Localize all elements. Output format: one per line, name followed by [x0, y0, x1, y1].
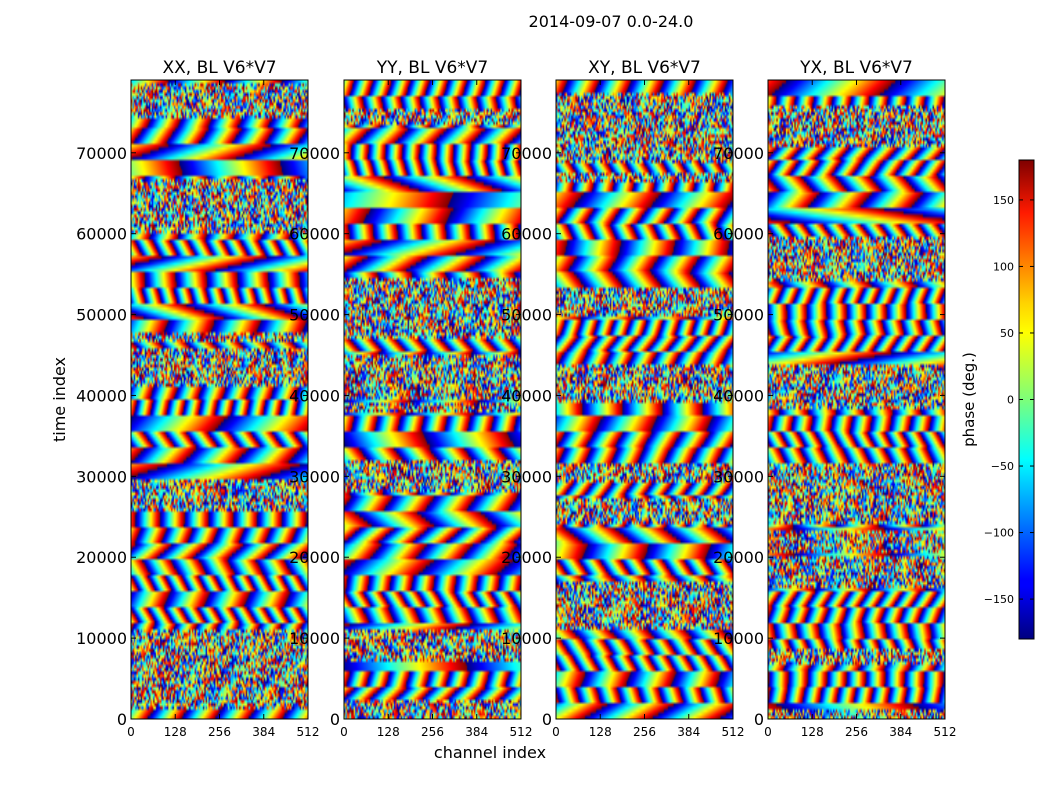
y-tick-label: 0 [754, 710, 764, 729]
panel-title: XX, BL V6*V7 [162, 58, 276, 78]
y-tick-label: 60000 [713, 225, 764, 244]
y-tick-label: 30000 [713, 467, 764, 486]
y-tick-label: 70000 [76, 144, 127, 163]
colorbar-tick-label: −50 [991, 460, 1014, 473]
y-tick-label: 40000 [76, 386, 127, 405]
y-tick-label: 60000 [501, 225, 552, 244]
panel-title: XY, BL V6*V7 [588, 58, 701, 78]
colorbar-tick-label: −150 [984, 593, 1014, 606]
y-tick-label: 50000 [76, 306, 127, 325]
x-tick-label: 256 [208, 725, 231, 739]
x-tick-label: 384 [677, 725, 700, 739]
y-tick-label: 50000 [713, 306, 764, 325]
x-tick-label: 0 [764, 725, 772, 739]
y-tick-label: 40000 [501, 386, 552, 405]
x-tick-label: 512 [722, 725, 745, 739]
panel-title: YY, BL V6*V7 [376, 58, 489, 78]
x-tick-label: 384 [252, 725, 275, 739]
x-tick-label: 512 [934, 725, 957, 739]
y-axis-label: time index [50, 357, 69, 442]
y-tick-label: 20000 [76, 548, 127, 567]
x-tick-label: 0 [340, 725, 348, 739]
heatmap-image [556, 80, 733, 719]
y-tick-label: 0 [542, 710, 552, 729]
y-tick-label: 40000 [289, 386, 340, 405]
y-tick-label: 20000 [501, 548, 552, 567]
colorbar-tick-label: 0 [1007, 394, 1014, 407]
x-tick-label: 128 [377, 725, 400, 739]
y-tick-label: 0 [330, 710, 340, 729]
y-tick-label: 20000 [289, 548, 340, 567]
colorbar-tick-label: 150 [993, 194, 1014, 207]
y-tick-label: 40000 [713, 386, 764, 405]
y-tick-label: 10000 [501, 629, 552, 648]
x-tick-label: 512 [297, 725, 320, 739]
y-tick-label: 70000 [289, 144, 340, 163]
x-tick-label: 384 [465, 725, 488, 739]
x-tick-label: 256 [633, 725, 656, 739]
y-tick-label: 70000 [713, 144, 764, 163]
y-tick-label: 30000 [76, 467, 127, 486]
panel-title: YX, BL V6*V7 [799, 58, 913, 78]
y-tick-label: 30000 [289, 467, 340, 486]
y-tick-label: 70000 [501, 144, 552, 163]
heatmap-image [344, 80, 521, 719]
x-tick-label: 512 [510, 725, 533, 739]
x-tick-label: 128 [589, 725, 612, 739]
x-tick-label: 256 [845, 725, 868, 739]
x-tick-label: 384 [889, 725, 912, 739]
heatmap-image [768, 80, 945, 719]
y-tick-label: 50000 [289, 306, 340, 325]
x-tick-label: 256 [421, 725, 444, 739]
y-tick-label: 0 [117, 710, 127, 729]
y-tick-label: 30000 [501, 467, 552, 486]
x-tick-label: 128 [164, 725, 187, 739]
y-tick-label: 60000 [76, 225, 127, 244]
x-tick-label: 0 [552, 725, 560, 739]
y-tick-label: 10000 [76, 629, 127, 648]
x-tick-label: 128 [801, 725, 824, 739]
y-tick-label: 10000 [713, 629, 764, 648]
colorbar-label: phase (deg.) [960, 352, 978, 447]
y-tick-label: 60000 [289, 225, 340, 244]
colorbar-tick-label: 50 [1000, 327, 1014, 340]
colorbar-tick-label: −100 [984, 527, 1014, 540]
y-tick-label: 20000 [713, 548, 764, 567]
figure-title: 2014-09-07 0.0-24.0 [528, 12, 694, 31]
colorbar-tick-label: 100 [993, 260, 1014, 273]
y-tick-label: 10000 [289, 629, 340, 648]
y-tick-label: 50000 [501, 306, 552, 325]
x-axis-label: channel index [434, 743, 546, 762]
x-tick-label: 0 [127, 725, 135, 739]
heatmap-image [131, 80, 308, 719]
